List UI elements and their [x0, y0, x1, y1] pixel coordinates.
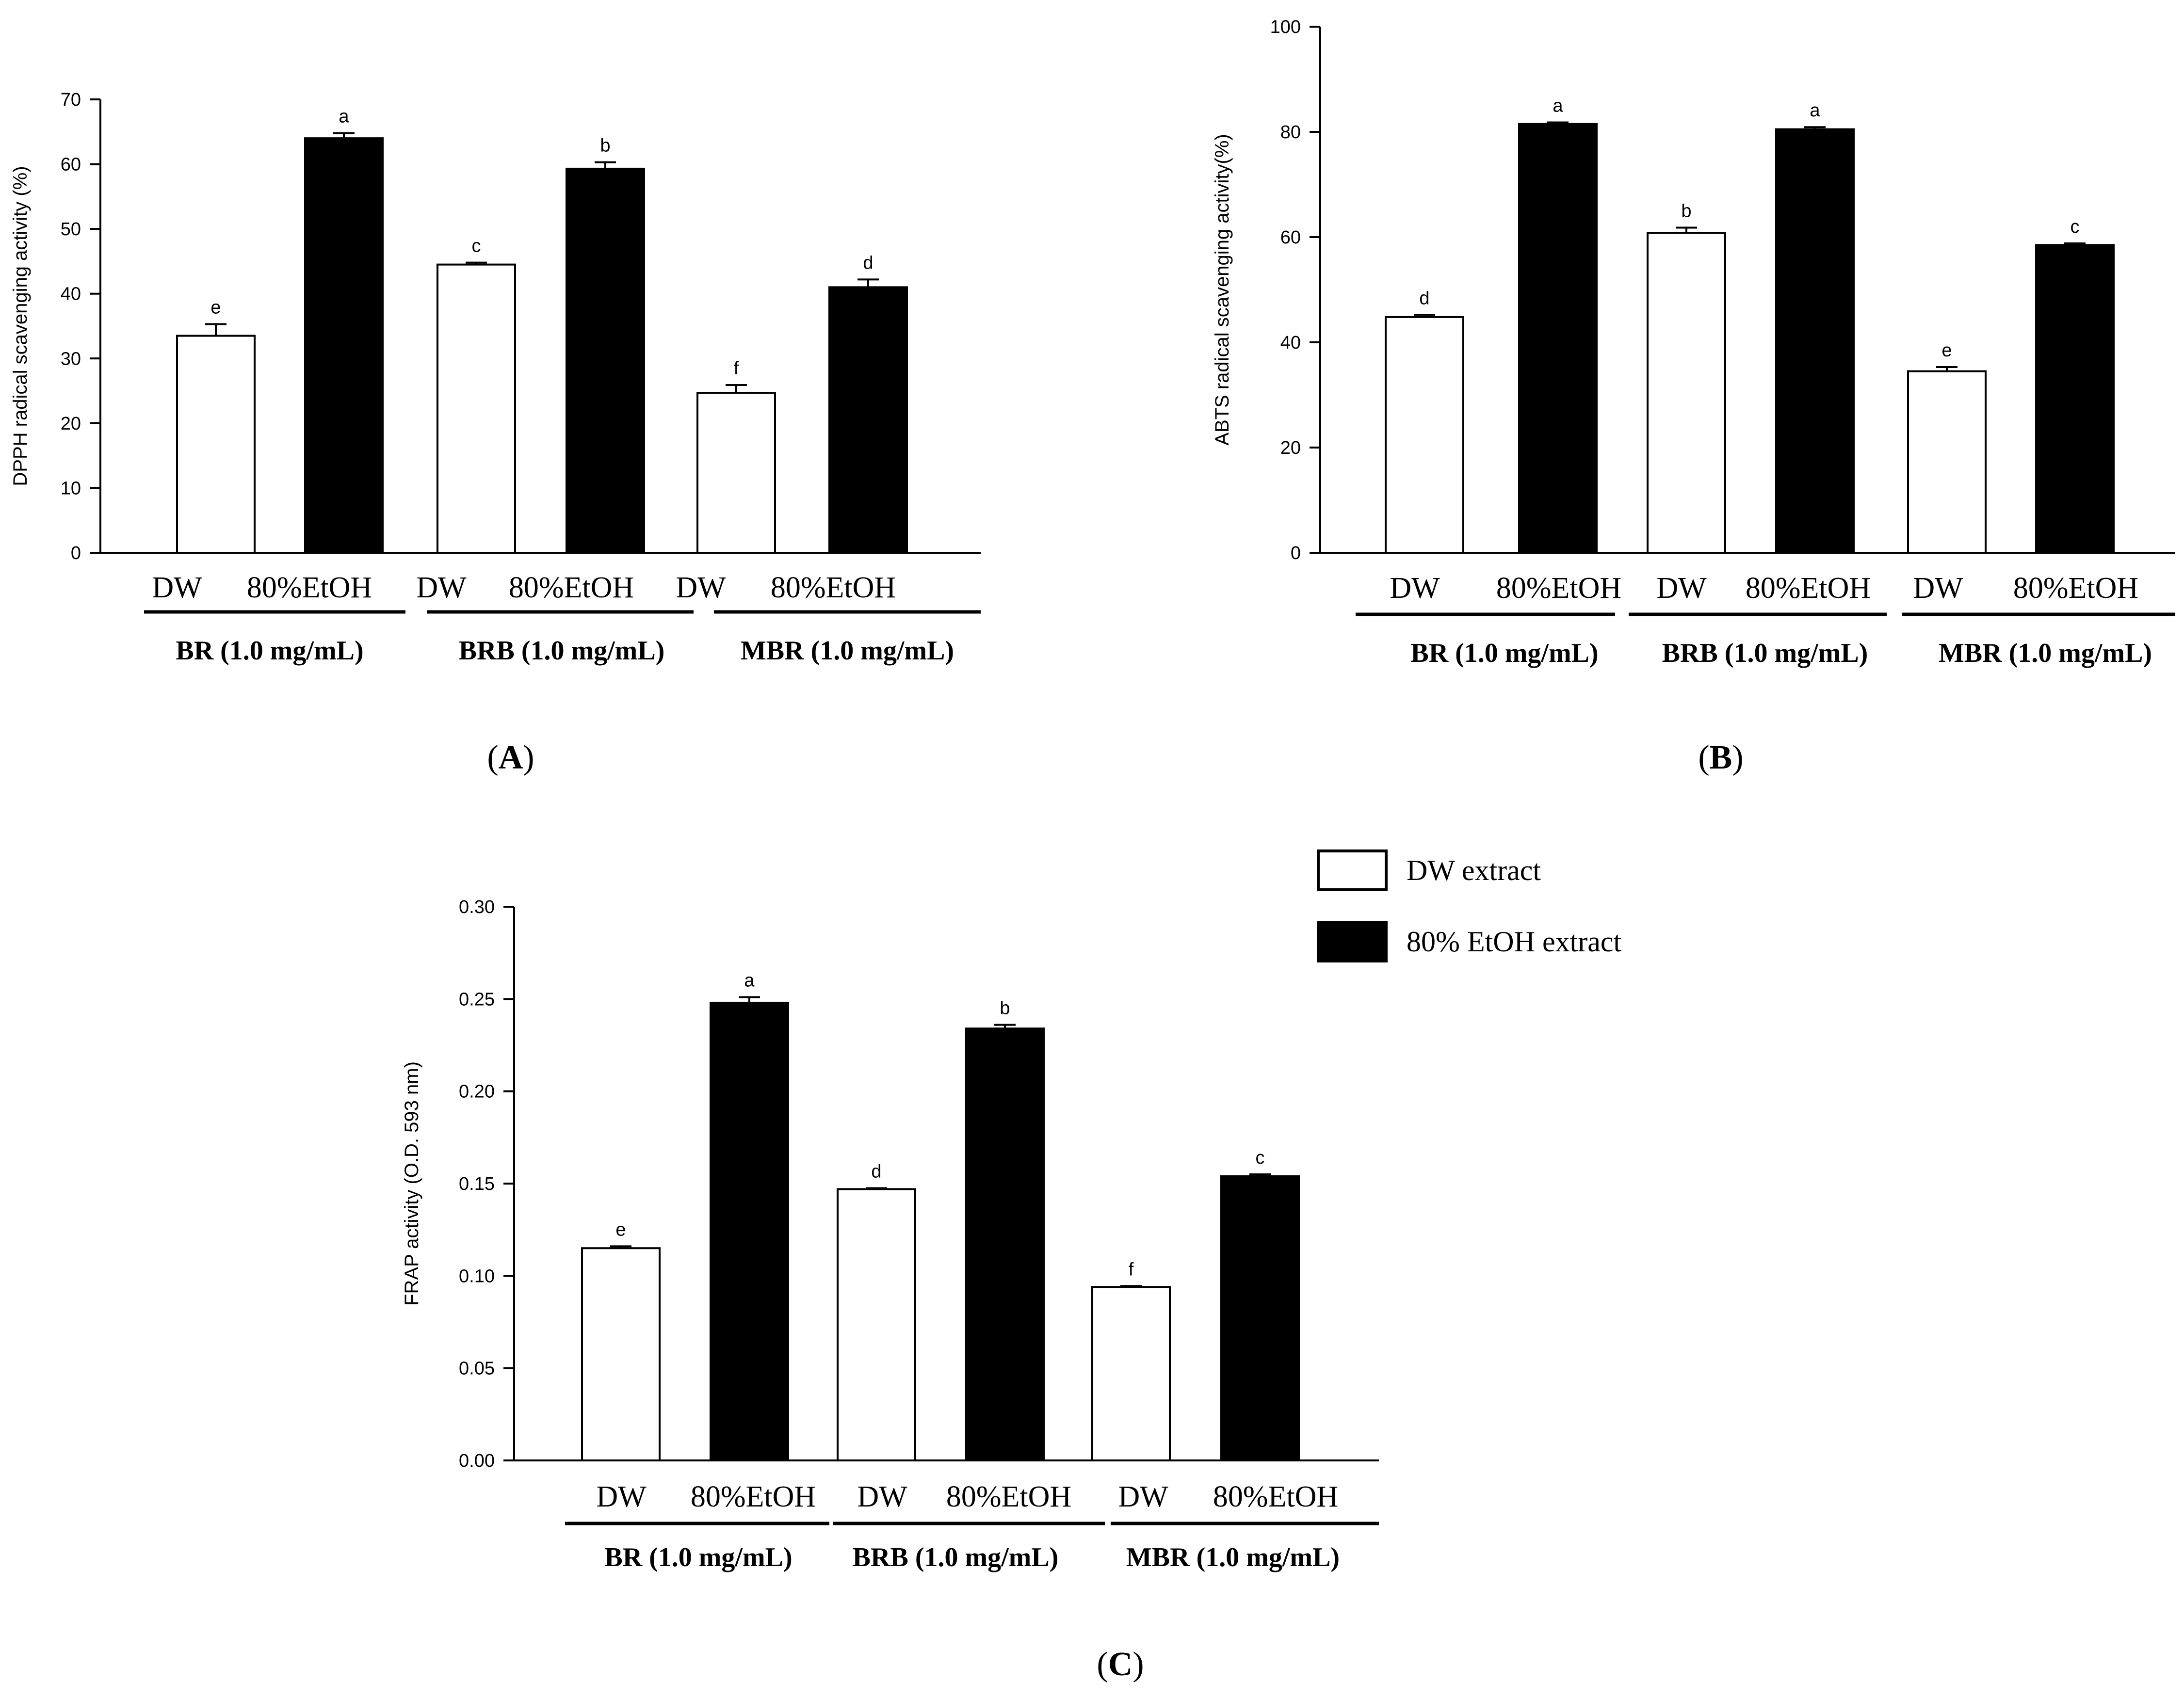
bar [710, 1001, 789, 1462]
bar [1091, 1286, 1171, 1461]
bar [581, 1247, 661, 1462]
y-tick-label: 0.10 [459, 1266, 495, 1286]
y-tick-label: 60 [1280, 227, 1301, 248]
y-tick-label: 0.05 [459, 1359, 495, 1379]
significance-letter: d [863, 253, 873, 273]
legend-swatch [1317, 850, 1388, 891]
category-label: DW [596, 1480, 647, 1513]
y-tick-label: 0.00 [459, 1451, 495, 1471]
category-label: 80%EtOH [1496, 572, 1621, 605]
chart-panel-b: 0 20 40 60 80 100 ABTS radical scavenging acti… [1212, 17, 2175, 776]
significance-letter: f [1129, 1259, 1134, 1280]
significance-letter: b [1681, 201, 1691, 221]
group-label: BRB (1.0 mg/mL) [1662, 638, 1868, 668]
y-tick-label: 0.15 [459, 1174, 495, 1194]
significance-letter: a [339, 106, 349, 127]
category-label: 80%EtOH [509, 571, 634, 604]
y-tick-label: 40 [61, 284, 81, 305]
significance-letter: c [472, 236, 481, 256]
significance-letter: c [1256, 1148, 1265, 1168]
legend-label: 80% EtOH extract [1407, 926, 1622, 958]
y-axis-label: DPPH radical scavenging activity (%) [10, 166, 31, 486]
panel-caption: (B) [1698, 739, 1743, 776]
category-label: 80%EtOH [1213, 1480, 1338, 1513]
category-label: DW [676, 571, 726, 604]
group-label: BRB (1.0 mg/mL) [853, 1542, 1059, 1572]
significance-letter: f [734, 358, 739, 379]
category-label: 80%EtOH [2013, 572, 2138, 605]
bar [176, 335, 256, 554]
y-tick-label: 50 [61, 219, 81, 240]
significance-letter: e [615, 1219, 626, 1240]
y-tick-label: 80 [1280, 122, 1301, 143]
significance-letter: b [600, 136, 610, 156]
bar [696, 392, 776, 554]
panel-caption: (A) [487, 739, 534, 776]
legend-swatch [1317, 921, 1388, 962]
group-label: MBR (1.0 mg/mL) [741, 636, 954, 666]
bar [437, 263, 516, 554]
significance-letter: e [1941, 340, 1952, 361]
y-tick-label: 0.20 [459, 1082, 495, 1102]
bar [1775, 128, 1855, 554]
bar [2035, 244, 2115, 554]
bar [1220, 1175, 1300, 1462]
y-tick-label: 20 [1280, 438, 1301, 458]
y-tick-label: 0.25 [459, 989, 495, 1010]
chart-panel-a: 0 10 20 30 40 50 60 70 DPPH radical scavenging a… [10, 90, 981, 776]
category-label: DW [857, 1480, 907, 1513]
category-label: DW [1118, 1480, 1168, 1513]
category-label: DW [416, 571, 467, 604]
bar [304, 137, 384, 554]
y-axis-label: FRAP activity (O.D. 593 nm) [401, 1061, 422, 1306]
bar [837, 1188, 916, 1461]
y-tick-label: 0 [71, 543, 81, 563]
category-label: 80%EtOH [771, 571, 896, 604]
bar [1907, 370, 1987, 554]
chart-panel-c: 0.00 0.05 0.10 0.15 0.20 0.25 0.30 FRAP activit… [401, 897, 1379, 1683]
significance-letter: b [1000, 998, 1010, 1019]
group-label: BR (1.0 mg/mL) [604, 1542, 792, 1572]
significance-letter: a [1810, 100, 1820, 121]
category-label: DW [152, 571, 202, 604]
bar [1647, 232, 1726, 554]
panel-caption: (C) [1097, 1646, 1144, 1683]
y-tick-label: 20 [61, 414, 81, 434]
legend: DW extract 80% EtOH extract [1317, 850, 1622, 962]
group-label: BR (1.0 mg/mL) [1410, 638, 1598, 668]
group-label: MBR (1.0 mg/mL) [1126, 1542, 1340, 1572]
category-label: 80%EtOH [1746, 572, 1871, 605]
significance-letter: e [210, 297, 221, 318]
y-tick-label: 0 [1291, 543, 1301, 563]
y-tick-label: 0.30 [459, 897, 495, 917]
y-axis-label: ABTS radical scavenging activity(%) [1212, 134, 1233, 445]
y-tick-label: 60 [61, 155, 81, 175]
y-tick-label: 30 [61, 349, 81, 369]
bar [1518, 123, 1598, 554]
bar [965, 1027, 1045, 1461]
significance-letter: d [1419, 289, 1429, 309]
bar [1385, 316, 1464, 554]
significance-letter: c [2071, 217, 2080, 237]
legend-label: DW extract [1407, 854, 1541, 886]
group-label: BRB (1.0 mg/mL) [459, 636, 665, 666]
category-label: 80%EtOH [691, 1480, 816, 1513]
bar [566, 167, 645, 554]
group-label: BR (1.0 mg/mL) [176, 636, 363, 666]
category-label: 80%EtOH [247, 571, 372, 604]
significance-letter: a [744, 971, 755, 991]
category-label: 80%EtOH [946, 1480, 1071, 1513]
y-tick-label: 70 [61, 90, 81, 110]
significance-letter: a [1553, 96, 1563, 116]
group-label: MBR (1.0 mg/mL) [1939, 638, 2152, 668]
category-label: DW [1913, 572, 1963, 605]
bar [828, 286, 908, 554]
y-tick-label: 40 [1280, 333, 1301, 353]
category-label: DW [1390, 572, 1440, 605]
significance-letter: d [871, 1162, 881, 1182]
category-label: DW [1656, 572, 1707, 605]
y-tick-label: 10 [61, 478, 81, 498]
y-tick-label: 100 [1270, 17, 1301, 37]
